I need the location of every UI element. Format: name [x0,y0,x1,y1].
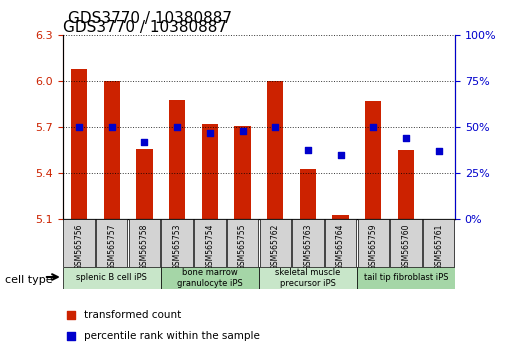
Point [66,333,75,339]
Point [402,136,410,141]
Text: bone marrow
granulocyte iPS: bone marrow granulocyte iPS [177,268,243,287]
Text: GSM565759: GSM565759 [369,223,378,270]
Text: GDS3770 / 10380887: GDS3770 / 10380887 [63,21,227,35]
Text: percentile rank within the sample: percentile rank within the sample [84,331,260,341]
Text: GSM565757: GSM565757 [107,223,116,270]
Point [75,125,83,130]
Text: GSM565753: GSM565753 [173,223,181,270]
FancyBboxPatch shape [423,219,454,267]
FancyBboxPatch shape [259,267,357,289]
FancyBboxPatch shape [129,219,160,267]
Point [271,125,279,130]
Point [140,139,149,145]
FancyBboxPatch shape [292,219,324,267]
FancyBboxPatch shape [325,219,356,267]
Point [173,125,181,130]
Bar [333,215,349,219]
Text: skeletal muscle
precursor iPS: skeletal muscle precursor iPS [275,268,340,287]
Point [238,128,247,134]
FancyBboxPatch shape [227,219,258,267]
Bar [398,150,414,219]
Text: GSM565755: GSM565755 [238,223,247,270]
FancyBboxPatch shape [162,219,193,267]
Bar [234,126,251,219]
Bar [267,81,283,219]
Bar [202,124,218,219]
Text: transformed count: transformed count [84,310,181,320]
Text: GSM565756: GSM565756 [75,223,84,270]
Point [206,130,214,136]
Bar [365,101,381,219]
Point [369,125,378,130]
FancyBboxPatch shape [357,267,455,289]
Text: GSM565760: GSM565760 [402,223,411,270]
FancyBboxPatch shape [96,219,128,267]
Point [336,152,345,158]
Text: tail tip fibroblast iPS: tail tip fibroblast iPS [363,273,448,282]
FancyBboxPatch shape [358,219,389,267]
Bar [169,100,185,219]
Point [66,312,75,318]
Text: GSM565754: GSM565754 [206,223,214,270]
FancyBboxPatch shape [63,219,95,267]
FancyBboxPatch shape [194,219,225,267]
Text: GSM565762: GSM565762 [271,223,280,270]
FancyBboxPatch shape [390,219,422,267]
FancyBboxPatch shape [259,219,291,267]
Point [435,149,443,154]
Point [108,125,116,130]
Text: GSM565764: GSM565764 [336,223,345,270]
Bar [300,169,316,219]
FancyBboxPatch shape [161,267,259,289]
Point [304,147,312,152]
Text: GSM565758: GSM565758 [140,223,149,270]
Bar [137,149,153,219]
Text: GSM565761: GSM565761 [434,223,443,270]
Text: splenic B cell iPS: splenic B cell iPS [76,273,147,282]
Text: GSM565763: GSM565763 [303,223,312,270]
Text: GDS3770 / 10380887: GDS3770 / 10380887 [68,11,232,26]
FancyBboxPatch shape [63,267,161,289]
Bar [104,81,120,219]
Text: cell type: cell type [5,275,53,285]
Bar [71,69,87,219]
